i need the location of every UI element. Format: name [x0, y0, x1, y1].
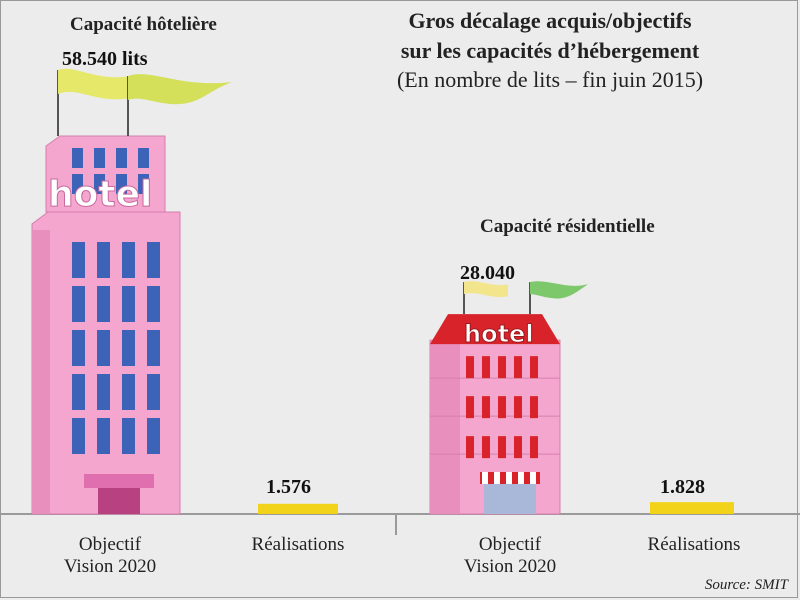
category-line-vision: Vision 2020: [63, 556, 157, 577]
panel-title-residentielle: Capacité résidentielle: [480, 216, 655, 237]
category-label-residence-objectif: Objectif Vision 2020: [430, 534, 590, 578]
window-icon: [97, 242, 110, 278]
category-line-objectif: Objectif: [478, 534, 542, 555]
window-icon: [514, 436, 522, 459]
window-icon: [72, 374, 85, 410]
window-icon: [147, 418, 160, 454]
window-icon: [498, 356, 506, 379]
window-icon: [138, 174, 149, 194]
source-note: Source: SMIT: [704, 577, 788, 593]
window-icon: [72, 148, 83, 168]
window-icon: [466, 356, 474, 379]
awning-stripe: [518, 472, 524, 484]
window-icon: [482, 396, 490, 419]
data-label-residence-realisations: 1.828: [660, 476, 705, 498]
window-icon: [122, 242, 135, 278]
window-icon: [116, 148, 127, 168]
building-side-shade: [32, 230, 50, 514]
window-icon: [514, 356, 522, 379]
bar-residence-realisations: [650, 502, 734, 514]
building-side-shade: [430, 340, 460, 514]
window-icon: [138, 148, 149, 168]
window-icon: [116, 174, 127, 194]
flag-icon: [464, 281, 508, 298]
window-icon: [530, 356, 538, 379]
door-icon: [484, 484, 536, 514]
awning-stripe: [530, 472, 536, 484]
chart-title-block: Gros décalage acquis/objectifs sur les c…: [330, 6, 770, 94]
category-line-realisations: Réalisations: [647, 534, 741, 555]
category-label-residence-realisations: Réalisations: [614, 534, 774, 556]
data-label-residence-objectif: 28.040: [460, 262, 515, 284]
window-icon: [97, 418, 110, 454]
roof-icon: [430, 314, 560, 345]
window-icon: [147, 242, 160, 278]
window-icon: [97, 374, 110, 410]
window-icon: [72, 174, 83, 194]
window-icon: [122, 330, 135, 366]
category-line-vision: Vision 2020: [463, 556, 557, 577]
chart-marks: hotel hotel: [31, 68, 734, 515]
category-label-hotel-objectif: Objectif Vision 2020: [30, 534, 190, 578]
window-icon: [122, 418, 135, 454]
window-icon: [97, 286, 110, 322]
window-icon: [498, 436, 506, 459]
window-icon: [482, 436, 490, 459]
window-icon: [97, 330, 110, 366]
window-icon: [94, 174, 105, 194]
window-icon: [72, 418, 85, 454]
window-icon: [72, 242, 85, 278]
bar-hotel-objectif: hotel: [31, 68, 232, 515]
window-icon: [466, 396, 474, 419]
window-icon: [94, 148, 105, 168]
window-icon: [482, 356, 490, 379]
chart-title-line2: sur les capacités d’hébergement: [400, 38, 700, 63]
window-icon: [72, 330, 85, 366]
category-label-hotel-realisations: Réalisations: [218, 534, 378, 556]
hotel-sign-text: hotel: [464, 320, 534, 348]
window-icon: [514, 396, 522, 419]
bar-hotel-realisations: [258, 503, 338, 514]
panel-title-hoteliere: Capacité hôtelière: [70, 14, 217, 35]
data-label-hotel-realisations: 1.576: [266, 476, 311, 498]
flag-icon: [58, 68, 130, 100]
category-line-realisations: Réalisations: [251, 534, 345, 555]
flag-icon: [530, 281, 588, 299]
window-icon: [147, 374, 160, 410]
chart-subtitle: (En nombre de lits – fin juin 2015): [396, 67, 704, 92]
window-icon: [530, 436, 538, 459]
awning-stripe: [506, 472, 512, 484]
category-line-objectif: Objectif: [78, 534, 142, 555]
hotel-sign-text: hotel: [48, 174, 152, 215]
window-icon: [466, 436, 474, 459]
data-label-hotel-objectif: 58.540 lits: [62, 48, 148, 70]
window-icon: [530, 396, 538, 419]
awning-stripe: [494, 472, 500, 484]
window-icon: [72, 286, 85, 322]
window-icon: [147, 286, 160, 322]
window-icon: [122, 286, 135, 322]
bar-residence-objectif: hotel: [429, 281, 588, 515]
window-icon: [498, 396, 506, 419]
window-icon: [147, 330, 160, 366]
door-awning: [84, 474, 154, 488]
window-icon: [122, 374, 135, 410]
awning-stripe: [482, 472, 488, 484]
flag-icon: [128, 74, 232, 105]
chart-title-line1: Gros décalage acquis/objectifs: [408, 8, 692, 33]
door-icon: [98, 488, 140, 514]
